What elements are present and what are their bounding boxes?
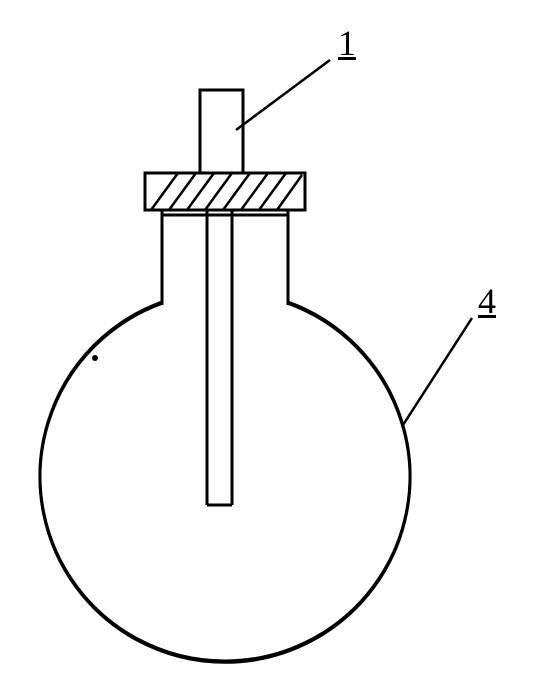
label-1: 1 xyxy=(338,22,356,64)
tube-top xyxy=(200,90,243,173)
leader-line-4 xyxy=(403,318,472,425)
label-4: 4 xyxy=(478,280,496,322)
flask-body xyxy=(40,215,410,661)
flask-diagram: 1 4 xyxy=(0,0,543,668)
leader-line-1 xyxy=(236,60,330,130)
diagram-svg xyxy=(0,0,543,668)
dot-artifact xyxy=(92,355,98,361)
